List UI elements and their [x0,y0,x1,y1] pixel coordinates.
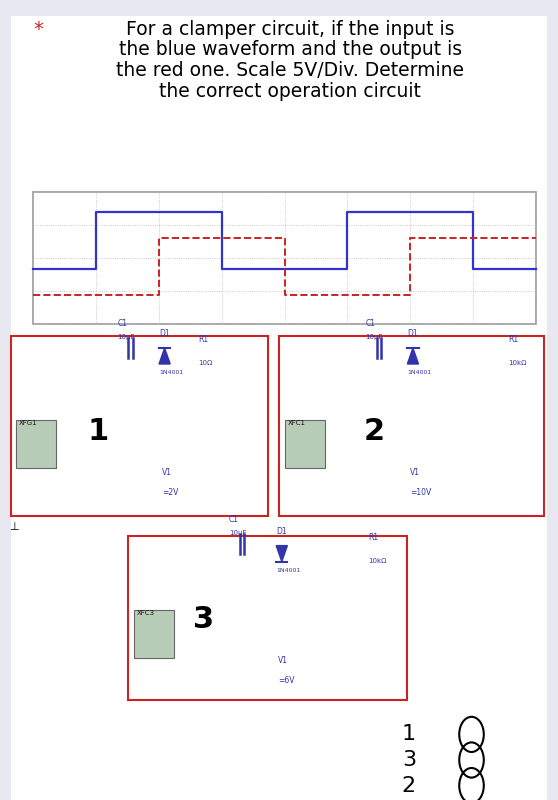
Polygon shape [276,546,287,562]
Text: R1: R1 [198,335,208,344]
Text: the correct operation circuit: the correct operation circuit [159,82,421,101]
Text: 1N4001: 1N4001 [276,568,300,573]
Text: *: * [33,20,44,39]
Bar [16,420,56,468]
Text: 10Ω: 10Ω [198,360,213,366]
Text: 10kΩ: 10kΩ [508,360,526,366]
Text: 10μF: 10μF [229,530,246,536]
Text: the red one. Scale 5V/Div. Determine: the red one. Scale 5V/Div. Determine [116,61,464,80]
Text: 1: 1 [87,418,108,446]
Text: 3: 3 [402,750,416,770]
Text: 10kΩ: 10kΩ [368,558,387,563]
Text: R1: R1 [368,533,378,542]
Text: 2: 2 [363,418,384,446]
Text: 1N4001: 1N4001 [159,370,183,375]
Bar [33,192,536,324]
Text: C1: C1 [365,319,376,328]
Text: For a clamper circuit, if the input is: For a clamper circuit, if the input is [126,20,454,39]
Text: C1: C1 [229,515,239,524]
Text: 10μF: 10μF [117,334,134,340]
Text: =10V: =10V [410,488,431,497]
Bar [285,420,325,468]
Text: 10μF: 10μF [365,334,383,340]
Text: V1: V1 [410,468,420,477]
Polygon shape [407,348,418,364]
Text: D1: D1 [407,330,418,338]
Bar [11,336,268,516]
Text: the blue waveform and the output is: the blue waveform and the output is [119,40,461,59]
Text: 2: 2 [402,776,416,795]
Bar [134,610,174,658]
Text: 3: 3 [193,606,214,634]
Text: XFG1: XFG1 [18,420,37,426]
Text: V1: V1 [278,656,288,665]
Polygon shape [159,348,170,364]
Text: C1: C1 [117,319,127,328]
Text: R1: R1 [508,335,518,344]
Text: D1: D1 [159,330,170,338]
Text: 1N4001: 1N4001 [407,370,431,375]
Text: D1: D1 [276,527,287,536]
Bar [128,536,407,700]
Text: XFC1: XFC1 [287,420,305,426]
Text: =6V: =6V [278,676,295,685]
Text: ⊥: ⊥ [9,522,19,532]
Text: V1: V1 [162,468,172,477]
Bar [279,336,544,516]
Text: 1: 1 [402,725,416,744]
Text: XFC3: XFC3 [137,610,155,616]
Text: =2V: =2V [162,488,178,497]
